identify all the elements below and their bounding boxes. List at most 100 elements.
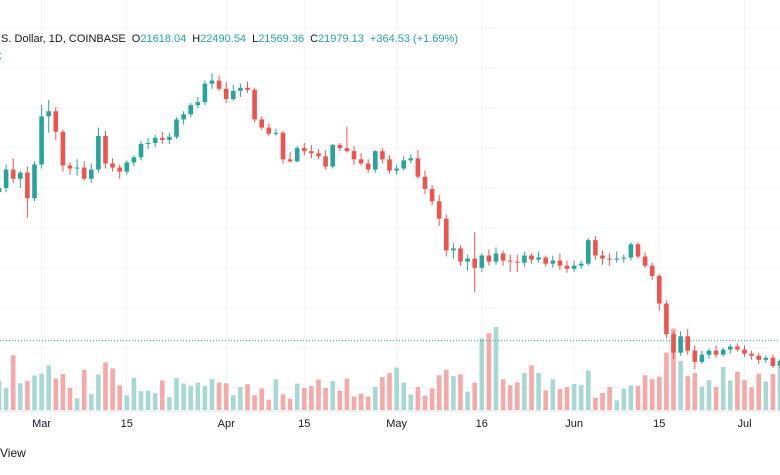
volume-bar [181,383,186,410]
volume-bar [103,362,108,410]
candle-body [763,357,769,360]
volume-bar [0,380,2,410]
volume-bar [600,393,605,410]
candle-body [25,172,30,199]
candle-body [316,153,321,157]
x-tick-label: 15 [298,418,310,430]
volume-bar [81,370,87,410]
volume-bar [216,382,222,410]
candle-body [522,255,527,263]
volume-bar [664,352,669,410]
volume-bar [607,386,612,410]
volume-bar [358,393,364,410]
volume-bar [458,374,463,410]
volume-bar [138,391,144,410]
volume-bar [770,374,776,410]
candle-body [536,257,541,260]
candle-body [657,275,662,304]
candle-body [351,151,357,160]
volume-bar [536,373,541,410]
candle-body [486,255,492,262]
candle-body [756,355,761,360]
candle-body [131,157,137,163]
candle-body [507,260,513,262]
candle-body [472,258,477,268]
volume-bar [238,386,243,410]
candle-body [124,162,130,172]
volume-bar [614,400,619,410]
volume-bar [294,383,300,410]
candle-body [209,80,215,84]
volume-bar [749,387,754,410]
candle-body [117,167,122,172]
x-tick-label: May [386,418,407,430]
volume-bar [401,382,406,410]
volume-bar [302,387,307,410]
volume-bar [124,395,130,410]
volume-bar [444,370,449,410]
volume-bar [678,360,683,410]
candle-body [358,159,364,164]
volume-bar [39,373,44,410]
candle-body [266,127,272,134]
price-candles [0,73,780,370]
candle-body [0,187,2,193]
volume-bar [550,379,556,410]
candle-body [607,258,612,260]
candle-body [3,169,9,188]
open-value: 21618.04 [140,33,187,45]
volume-bar [642,375,648,410]
candle-body [692,350,698,362]
candle-body [564,265,570,269]
candle-body [365,163,371,170]
candle-body [387,159,392,171]
candle-body [380,151,385,160]
volume-bar [451,376,456,410]
volume-bar [60,374,66,410]
volume-bar [387,372,392,410]
candle-body [202,83,208,103]
footer-brand: View [0,446,26,460]
candle-body [188,105,193,115]
volume-bar [223,383,229,410]
volume-bar [628,385,634,410]
volume-bar [287,398,293,410]
volume-bar [543,390,548,410]
candle-body [32,164,37,199]
candle-body [671,334,676,353]
volume-bar [117,385,122,410]
candle-body [586,240,591,264]
candle-body [493,253,499,262]
candle-body [436,201,442,219]
candle-body [770,357,776,366]
volume-bar [621,388,627,410]
volume-bar [110,368,115,410]
volume-bar [720,366,726,410]
candle-body [664,303,669,335]
candle-body [330,145,335,167]
volume-bar [756,373,761,410]
volume-bar [337,390,343,410]
volume-bar [465,391,470,410]
candle-body [735,346,740,350]
candle-body [401,160,406,169]
candle-body [422,176,428,190]
candle-body [479,255,485,268]
indicator-badge[interactable]: x [0,50,2,62]
candle-body [231,90,236,100]
candle-body [465,258,470,262]
volume-bar [507,385,513,410]
volume-bar [571,383,577,410]
candle-body [245,87,250,90]
candle-body [273,132,279,134]
candle-body [302,148,307,152]
volume-bars [0,327,780,410]
candle-body [685,336,690,351]
candle-body [500,253,506,261]
volume-bar [231,395,236,410]
candle-body [600,255,605,259]
candle-body [578,263,584,266]
low-value: 21569.36 [258,33,305,45]
candle-body [614,258,619,260]
